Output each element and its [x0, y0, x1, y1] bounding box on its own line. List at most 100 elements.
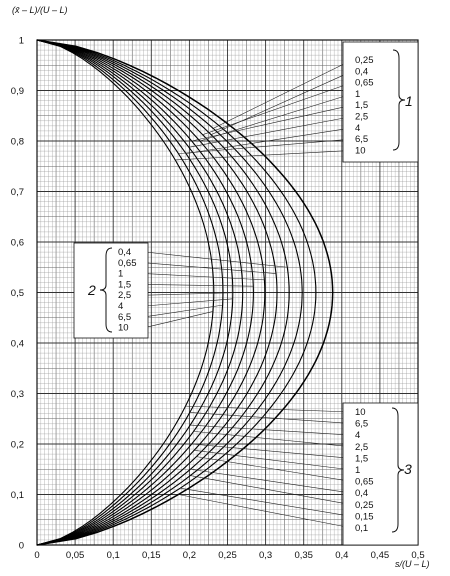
group2-number: 2	[87, 282, 96, 298]
group3-label: 0,25	[355, 500, 374, 511]
x-tick-label: 0,5	[411, 550, 424, 561]
group1-label: 1	[355, 89, 360, 100]
x-tick-label: 0,45	[371, 550, 390, 561]
leader-line	[144, 284, 254, 287]
group3-label: 0,1	[355, 523, 368, 534]
y-tick-label: 0,7	[11, 187, 24, 198]
leader-line	[190, 468, 353, 494]
curve-line	[36, 39, 303, 546]
leader-line	[193, 431, 353, 448]
y-tick-label: 0,6	[11, 238, 24, 249]
group1-label: 0,4	[355, 66, 368, 77]
group2-label: 0,4	[118, 247, 131, 258]
group1-label: 0,25	[355, 55, 374, 66]
group3-label: 1	[355, 465, 360, 476]
x-tick-label: 0,35	[294, 550, 313, 561]
curve-line	[36, 39, 317, 546]
curve-line	[36, 39, 215, 546]
y-tick-label: 0	[19, 541, 24, 552]
curve-line	[36, 39, 290, 546]
leader-line	[144, 298, 233, 307]
group1-brace	[392, 49, 406, 151]
y-tick-label: 0,3	[11, 389, 24, 400]
group3-label: 6,5	[355, 419, 368, 430]
group3-label: 10	[355, 407, 366, 418]
x-tick-label: 0	[34, 550, 39, 561]
leader-line	[185, 405, 353, 413]
leader-lines	[144, 59, 353, 529]
leader-line	[144, 292, 243, 296]
leader-line	[144, 304, 223, 318]
group1-label: 2,5	[355, 112, 368, 123]
group3-label: 0,4	[355, 488, 368, 499]
x-tick-label: 0,1	[107, 550, 120, 561]
group3-label: 0,65	[355, 477, 374, 488]
group1-label: 6,5	[355, 134, 368, 145]
curve-line	[36, 39, 278, 546]
tick-labels: 0 0,05 0,1 0,15 0,2 0,25 0,3 0,35 0,4 0,45 0,500,1…	[11, 36, 425, 562]
y-axis-label: (x̄ – L)/(U – L)	[12, 5, 68, 15]
x-tick-label: 0,2	[183, 550, 196, 561]
group3-label: 2,5	[355, 442, 368, 453]
group3-label: 0,15	[355, 511, 374, 522]
y-tick-label: 0,5	[11, 288, 24, 299]
leader-line	[189, 412, 353, 424]
x-tick-label: 0,25	[218, 550, 237, 561]
leader-line	[185, 127, 353, 154]
group1-label: 0,65	[355, 78, 374, 89]
curve-line	[36, 39, 266, 546]
y-tick-label: 0,1	[11, 490, 24, 501]
leader-line	[144, 273, 265, 281]
leader-line	[191, 104, 353, 142]
group2-label: 6,5	[118, 312, 131, 323]
x-tick-label: 0,15	[142, 550, 161, 561]
y-tick-label: 0,4	[11, 339, 24, 350]
group2-brace	[99, 247, 113, 333]
group3-brace	[391, 407, 405, 533]
label-box-2	[73, 242, 149, 339]
y-tick-label: 0,8	[11, 137, 24, 148]
group2-label: 0,65	[118, 258, 137, 269]
curve-line	[36, 39, 224, 546]
x-axis-label: s/(U – L)	[395, 559, 430, 569]
group1-number: 1	[405, 93, 413, 109]
label-boxes: 0,250,40,6511,52,546,51010,40,6511,52,54…	[73, 41, 419, 546]
label-box-1	[342, 41, 419, 163]
leader-line	[144, 262, 277, 274]
group2-label: 1	[118, 269, 123, 280]
leader-line	[188, 116, 353, 148]
leader-line	[144, 311, 214, 328]
y-tick-label: 0,9	[11, 86, 24, 97]
leader-line	[199, 93, 353, 142]
y-tick-label: 0,2	[11, 440, 24, 451]
plot-frame	[36, 39, 419, 546]
x-tick-label: 0,3	[259, 550, 272, 561]
leader-line	[191, 443, 353, 459]
group3-label: 1,5	[355, 453, 368, 464]
group2-label: 10	[118, 323, 129, 334]
curves	[36, 39, 334, 546]
group2-label: 4	[118, 301, 123, 312]
leader-line	[144, 251, 288, 268]
leader-line	[175, 150, 353, 161]
label-box-3	[342, 402, 419, 546]
leader-line	[213, 59, 353, 129]
group3-number: 3	[404, 461, 412, 477]
x-tick-label: 0,4	[335, 550, 348, 561]
leader-line	[196, 456, 353, 482]
leader-line	[202, 82, 353, 135]
leader-line	[190, 424, 353, 436]
leader-line	[180, 487, 353, 517]
curve-line	[36, 39, 254, 546]
y-tick-label: 1	[19, 36, 24, 47]
leader-line	[194, 450, 353, 471]
group2-label: 2,5	[118, 290, 131, 301]
group2-label: 1,5	[118, 279, 131, 290]
group1-label: 10	[355, 145, 366, 156]
group1-label: 4	[355, 123, 360, 134]
x-tick-label: 0,05	[66, 550, 85, 561]
group1-label: 1,5	[355, 100, 368, 111]
group3-label: 4	[355, 430, 360, 441]
leader-line	[211, 71, 353, 135]
